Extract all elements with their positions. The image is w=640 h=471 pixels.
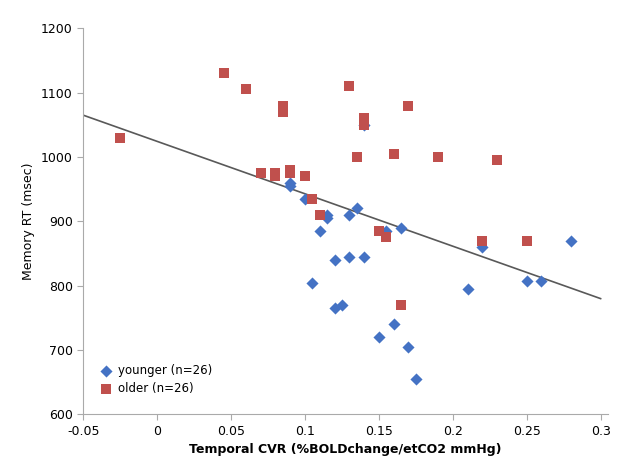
older (n=26): [433, 153, 443, 161]
older (n=26): [381, 234, 392, 241]
younger (n=26): [536, 277, 547, 284]
older (n=26): [522, 237, 532, 244]
younger (n=26): [359, 121, 369, 129]
younger (n=26): [381, 227, 392, 235]
older (n=26): [285, 170, 295, 177]
older (n=26): [351, 153, 362, 161]
younger (n=26): [322, 214, 332, 222]
older (n=26): [315, 211, 325, 219]
younger (n=26): [396, 224, 406, 232]
older (n=26): [359, 114, 369, 122]
older (n=26): [115, 134, 125, 141]
younger (n=26): [315, 227, 325, 235]
older (n=26): [374, 227, 384, 235]
younger (n=26): [403, 343, 413, 350]
younger (n=26): [285, 179, 295, 187]
younger (n=26): [337, 301, 347, 309]
older (n=26): [218, 70, 228, 77]
younger (n=26): [477, 244, 488, 251]
younger (n=26): [344, 211, 355, 219]
older (n=26): [344, 82, 355, 90]
younger (n=26): [322, 211, 332, 219]
older (n=26): [278, 108, 288, 116]
younger (n=26): [374, 333, 384, 341]
older (n=26): [285, 166, 295, 174]
younger (n=26): [344, 253, 355, 260]
older (n=26): [270, 172, 280, 180]
older (n=26): [403, 102, 413, 109]
younger (n=26): [330, 305, 340, 312]
Y-axis label: Memory RT (msec): Memory RT (msec): [22, 162, 35, 280]
older (n=26): [477, 237, 488, 244]
younger (n=26): [351, 205, 362, 212]
younger (n=26): [307, 279, 317, 286]
younger (n=26): [300, 195, 310, 203]
X-axis label: Temporal CVR (%BOLDchange/etCO2 mmHg): Temporal CVR (%BOLDchange/etCO2 mmHg): [189, 444, 502, 456]
older (n=26): [492, 156, 502, 164]
younger (n=26): [463, 285, 473, 293]
younger (n=26): [359, 253, 369, 260]
younger (n=26): [411, 375, 421, 383]
older (n=26): [300, 172, 310, 180]
older (n=26): [255, 170, 266, 177]
younger (n=26): [388, 321, 399, 328]
younger (n=26): [522, 277, 532, 285]
older (n=26): [359, 121, 369, 129]
younger (n=26): [566, 237, 576, 244]
older (n=26): [241, 86, 251, 93]
older (n=26): [270, 170, 280, 177]
older (n=26): [396, 301, 406, 309]
Legend: younger (n=26), older (n=26): younger (n=26), older (n=26): [94, 358, 218, 401]
older (n=26): [278, 102, 288, 109]
younger (n=26): [330, 256, 340, 264]
older (n=26): [307, 195, 317, 203]
older (n=26): [388, 150, 399, 157]
younger (n=26): [285, 182, 295, 190]
